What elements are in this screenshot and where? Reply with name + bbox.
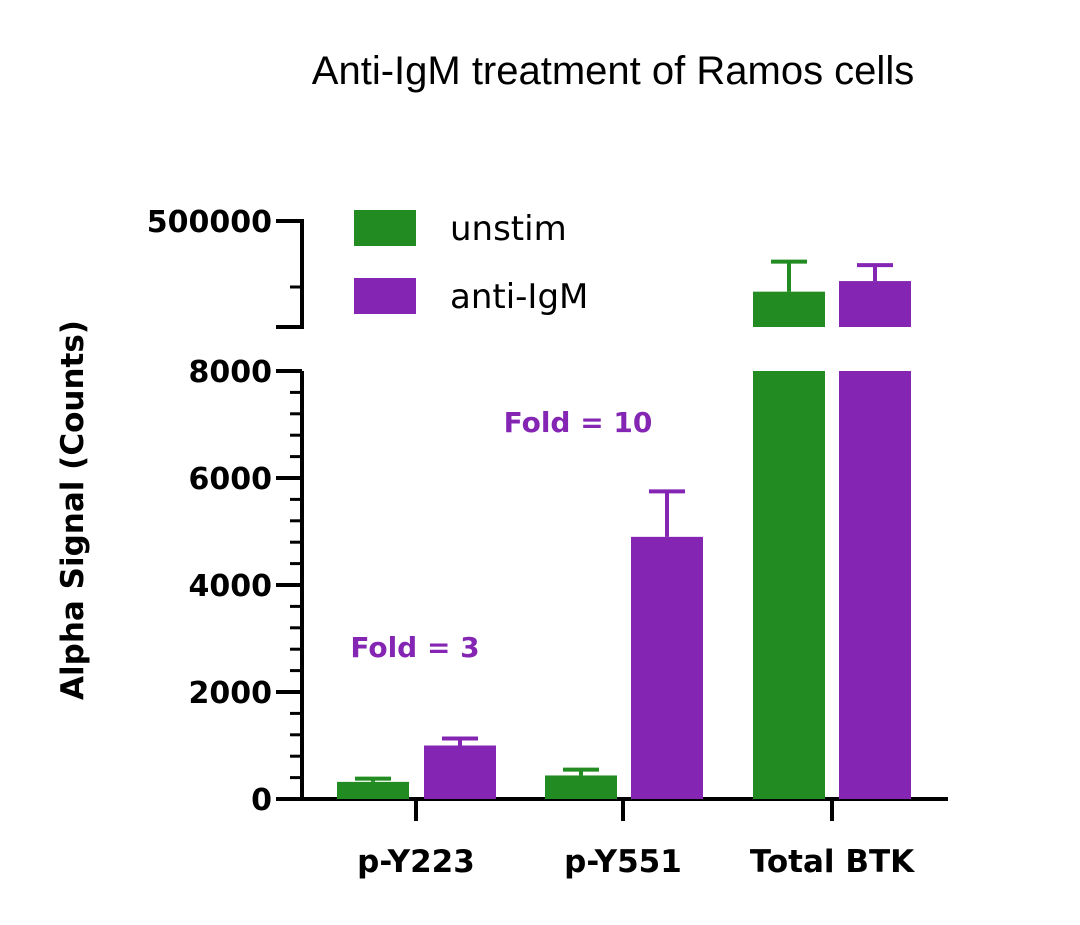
x-tick-label: p-Y223 xyxy=(357,844,475,880)
y-tick-label: 4000 xyxy=(189,569,273,604)
bar xyxy=(753,371,825,799)
y-tick-label: 8000 xyxy=(189,355,273,390)
legend-swatch xyxy=(354,278,416,314)
bar xyxy=(424,745,496,799)
y-tick-label: 2000 xyxy=(189,676,273,711)
bar xyxy=(337,781,409,799)
bars xyxy=(337,259,911,799)
y-tick-label: 0 xyxy=(251,783,272,818)
x-tick-label: Total BTK xyxy=(750,844,915,880)
y-tick-label: 500000 xyxy=(147,205,272,240)
bar xyxy=(839,371,911,799)
annotations: Fold = 3 Fold = 10 xyxy=(350,406,652,664)
fold-annotation: Fold = 10 xyxy=(504,406,653,439)
y-tick-label: 6000 xyxy=(189,462,273,497)
bar xyxy=(545,775,617,799)
legend-label: unstim xyxy=(450,209,567,249)
fold-annotation: Fold = 3 xyxy=(350,631,479,664)
bar-upper-segment xyxy=(839,281,911,327)
bar-upper-segment xyxy=(753,291,825,327)
y-axis-label: Alpha Signal (Counts) xyxy=(55,320,91,700)
legend-swatch xyxy=(354,210,416,246)
axes: 0 2000 4000 6000 8000 500000 p-Y223 p-Y551 Total… xyxy=(147,205,948,880)
legend-label: anti-IgM xyxy=(450,277,588,317)
legend: unstim anti-IgM xyxy=(354,209,588,317)
bar xyxy=(631,536,703,799)
chart-title: Anti-IgM treatment of Ramos cells xyxy=(312,49,914,93)
x-tick-label: p-Y551 xyxy=(564,844,682,880)
